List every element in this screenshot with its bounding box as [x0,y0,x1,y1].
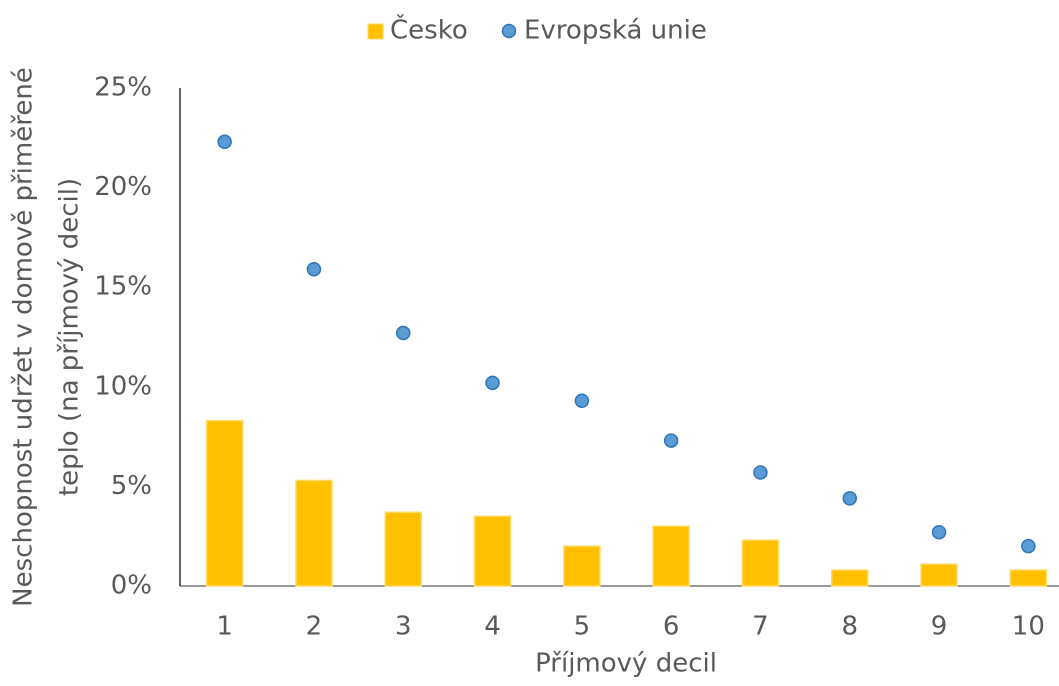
x-tick-label: 1 [216,612,233,642]
y-tick-label: 10% [94,371,152,401]
y-tick-label: 0% [111,571,152,601]
bar [384,511,422,587]
x-tick-label: 7 [752,612,769,642]
bar [652,525,690,587]
y-axis-title-line: Neschopnost udržet v domově přiměřené [9,67,39,607]
x-tick-label: 6 [663,612,680,642]
x-tick-label: 3 [395,612,412,642]
bar [1009,569,1048,587]
legend-swatch [501,23,517,39]
dot [217,134,232,150]
dot [753,465,768,480]
x-axis-title: Příjmový decil [535,649,717,679]
bar [473,515,512,587]
legend-label: Evropská unie [524,16,707,46]
dot [485,375,500,391]
legend-label: Česko [390,14,468,46]
dot [842,491,857,506]
x-tick-label: 8 [841,612,858,642]
bar [205,419,244,587]
x-tick-label: 2 [306,612,323,642]
dot [574,393,590,408]
y-tick-label: 15% [94,272,152,302]
x-tick-label: 4 [484,612,501,642]
dot [306,262,322,277]
bar [831,569,869,587]
dot [1021,538,1036,554]
y-axis-title: Neschopnost udržet v domově přiměřené te… [9,67,85,607]
x-tick-label: 5 [574,612,591,642]
dot [396,325,411,341]
bar [741,539,780,587]
y-tick-label: 25% [94,73,152,103]
dot [663,433,679,448]
dot [931,524,947,540]
y-tick-label: 20% [94,172,152,202]
x-tick-label: 10 [1012,612,1045,642]
y-axis-title-line: teplo (na příjmový decil) [55,178,85,496]
y-tick-label: 5% [111,471,152,501]
bar [295,479,333,587]
legend-swatch [367,23,384,40]
x-tick-label: 9 [931,612,948,642]
bar [920,563,958,587]
bar [563,545,601,587]
